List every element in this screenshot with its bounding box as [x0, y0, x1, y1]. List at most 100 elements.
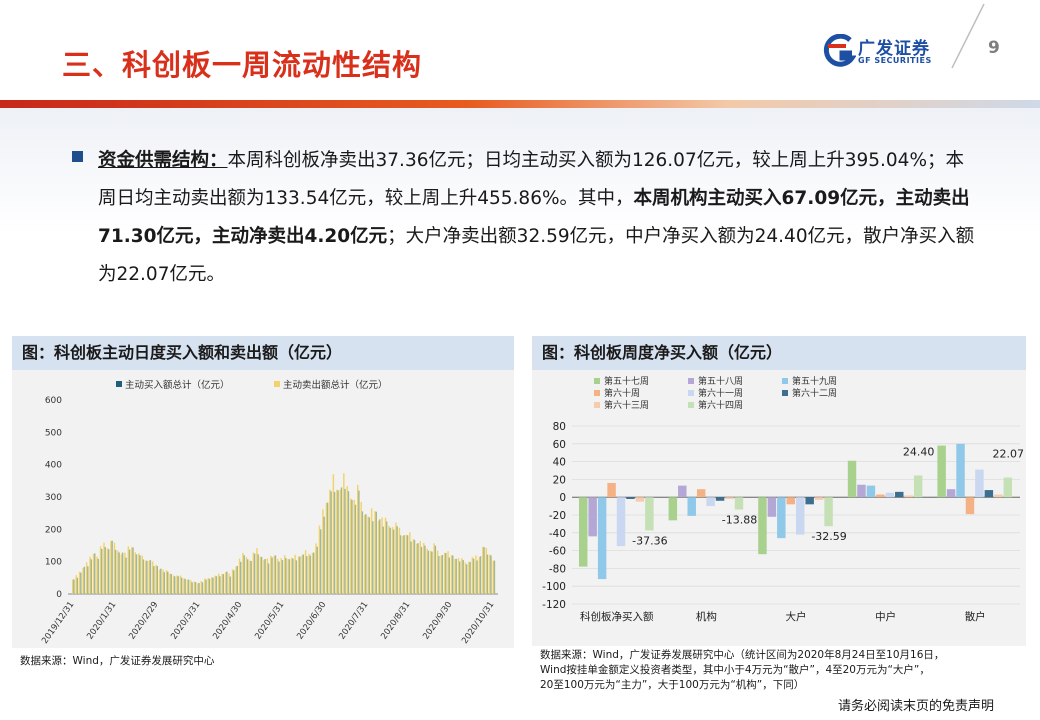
legend-label-1: 第五十七周: [604, 375, 649, 387]
y-tick-label: 80: [553, 421, 566, 433]
bar-sell: [176, 575, 178, 594]
bar-buy: [479, 556, 482, 594]
bar-sell: [461, 558, 463, 594]
bar-buy: [354, 504, 357, 594]
bar-buy: [118, 552, 120, 594]
bar-buy: [417, 543, 419, 594]
bar-sell: [228, 573, 230, 594]
y-tick-label: -100: [542, 581, 566, 593]
bar-sell: [197, 583, 199, 594]
bar-sell: [144, 560, 147, 594]
bar-buy: [267, 563, 270, 594]
bar-buy: [413, 539, 416, 594]
bar-buy: [427, 550, 430, 594]
bar-sell: [235, 566, 237, 594]
bar-7: [904, 495, 913, 498]
left-chart-heading: 图：科创板主动日度买入额和卖出额（亿元）: [12, 336, 514, 370]
bar-sell: [249, 560, 251, 594]
y-tick-label: 400: [45, 461, 62, 471]
bar-sell: [217, 573, 220, 594]
bar-buy: [490, 555, 492, 594]
bar-buy: [396, 526, 398, 594]
bar-buy: [167, 571, 169, 594]
y-tick-label: -80: [549, 563, 566, 575]
bar-buy: [389, 527, 391, 594]
bar-2: [588, 497, 597, 537]
bar-8: [913, 475, 923, 498]
gf-logo: 广发证券 GF SECURITIES: [822, 33, 942, 74]
bar-sell: [468, 561, 470, 594]
bar-sell: [412, 539, 415, 594]
bar-sell: [131, 547, 133, 594]
legend-label-buy: 主动买入额总计（亿元）: [125, 379, 230, 391]
category-label: 大户: [786, 610, 807, 623]
data-label: 22.07: [993, 448, 1025, 461]
gf-logo-icon: [823, 33, 857, 67]
bar-sell: [113, 542, 116, 594]
bar-buy: [114, 549, 117, 594]
paragraph-segment-1: 本周科创板净卖出37.36亿元；日均主动买入额为126.07亿元，较上周上升39…: [98, 150, 965, 209]
bar-sell: [436, 550, 439, 594]
bar-sell: [405, 534, 408, 594]
legend-swatch-5: [688, 390, 694, 396]
bar-sell: [224, 572, 227, 594]
bar-buy: [90, 559, 93, 594]
bar-sell: [454, 559, 456, 594]
bar-buy: [312, 552, 315, 594]
bar-sell: [89, 556, 91, 594]
bar-buy: [385, 521, 388, 594]
bar-sell: [103, 542, 105, 594]
legend-swatch-7: [594, 402, 600, 408]
bar-buy: [441, 554, 444, 594]
bar-8: [824, 497, 833, 527]
bar-buy: [170, 574, 172, 594]
bar-buy: [347, 491, 350, 594]
bar-3: [777, 497, 786, 539]
bar-3: [866, 485, 876, 498]
bar-sell: [377, 520, 380, 594]
y-tick-label: 0: [559, 492, 566, 504]
bar-buy: [469, 561, 471, 594]
bar-buy: [434, 545, 437, 594]
x-tick-label: 2020/9/30: [421, 600, 454, 641]
category-label: 机构: [696, 610, 717, 623]
bar-buy: [285, 558, 287, 594]
bar-sell: [263, 559, 265, 594]
bar-buy: [382, 526, 384, 594]
bar-4: [876, 494, 885, 498]
bar-sell: [92, 553, 95, 594]
bar-buy: [486, 554, 489, 594]
bar-buy: [406, 535, 409, 594]
bar-buy: [121, 552, 124, 594]
bar-sell: [489, 554, 491, 594]
bar-sell: [252, 552, 255, 594]
bar-sell: [127, 546, 130, 594]
bar-buy: [104, 547, 106, 594]
bar-buy: [73, 579, 75, 594]
left-chart-source: 数据来源：Wind，广发证券发展研究中心: [20, 655, 215, 667]
bar-buy: [368, 517, 371, 594]
bar-buy: [233, 570, 235, 594]
bar-buy: [97, 558, 99, 594]
bar-2: [946, 489, 956, 498]
bar-7: [994, 494, 1003, 498]
bar-sell: [85, 562, 88, 594]
bar-buy: [309, 555, 311, 594]
bar-sell: [211, 577, 213, 594]
bar-buy: [410, 541, 412, 594]
data-label: -32.59: [811, 530, 846, 543]
bar-2: [767, 497, 777, 517]
bar-sell: [99, 546, 102, 594]
category-label: 中户: [875, 610, 896, 623]
bar-sell: [311, 552, 314, 594]
y-tick-label: 200: [45, 525, 62, 535]
bar-1: [668, 497, 678, 521]
y-tick-label: 600: [45, 396, 62, 406]
header-slash-divider: [951, 3, 985, 69]
y-tick-label: 20: [553, 474, 566, 486]
bar-buy: [184, 578, 186, 594]
bar-buy: [288, 559, 291, 594]
bar-buy: [292, 558, 294, 594]
bar-buy: [344, 488, 346, 594]
